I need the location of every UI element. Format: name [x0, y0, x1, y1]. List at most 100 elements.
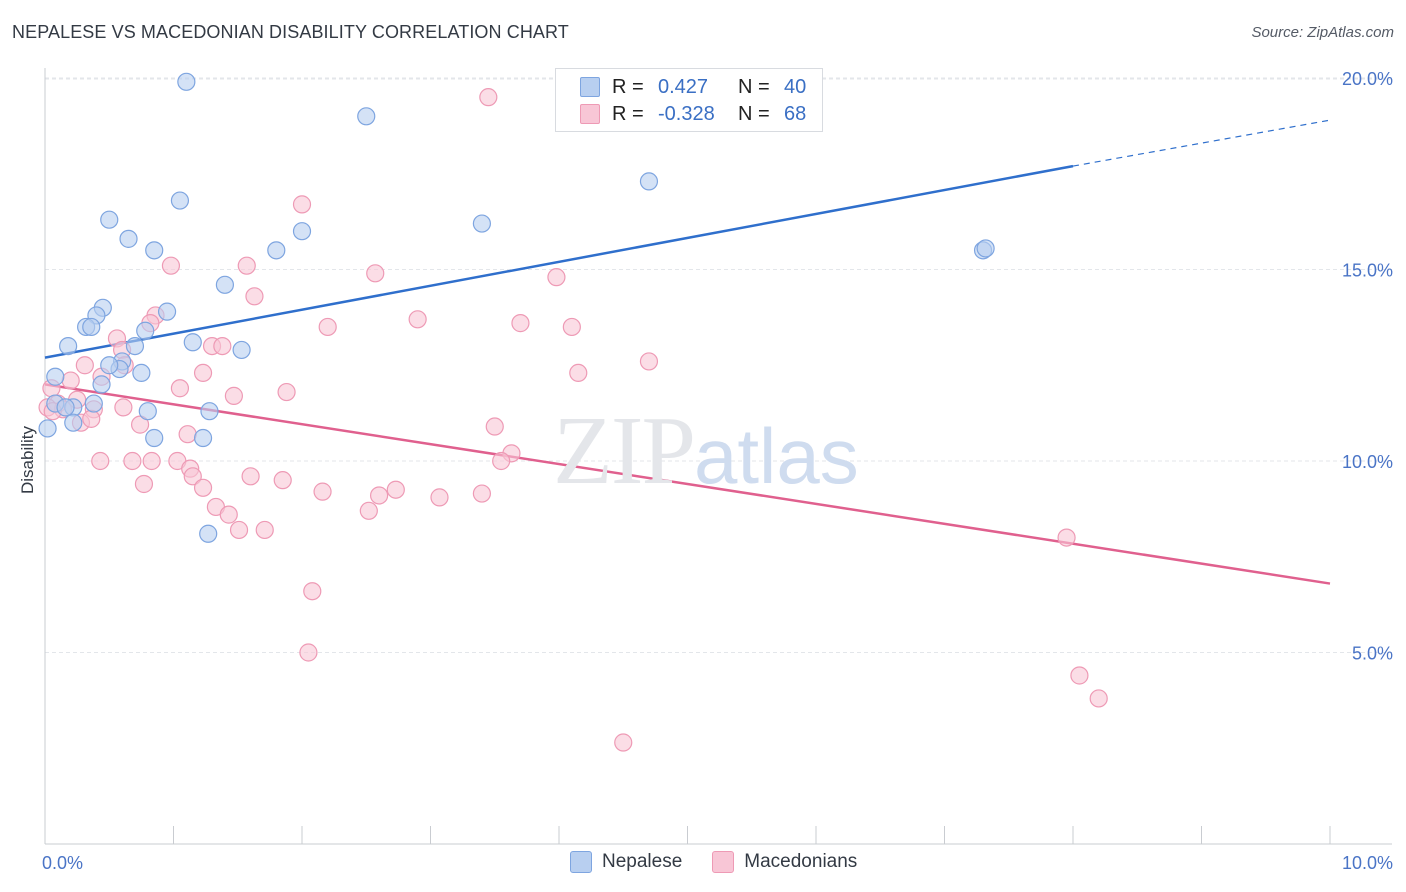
trend-lines [44, 119, 1331, 585]
legend-r-value: -0.328 [658, 102, 715, 125]
legend-swatch-nepalese [570, 851, 592, 873]
macedonian-trend-line [44, 383, 1331, 585]
nepalese-point [82, 317, 101, 337]
legend-n-label: N = [738, 102, 770, 125]
macedonian-point [547, 268, 566, 287]
legend-n-value: 68 [784, 102, 807, 125]
macedonian-point [318, 317, 337, 337]
macedonian-point [123, 451, 142, 471]
macedonian-point [569, 363, 588, 383]
legend-swatch-macedonians [580, 104, 600, 124]
x-tick-label: 10.0% [1342, 853, 1393, 873]
macedonian-point [562, 317, 581, 337]
nepalese-point [199, 524, 218, 543]
legend-n-value: 40 [784, 75, 807, 98]
nepalese-point [976, 239, 995, 258]
legend-n-label: N = [738, 75, 770, 98]
macedonian-point [299, 643, 318, 662]
y-tick-label: 15.0% [1342, 261, 1393, 281]
macedonian-point [142, 451, 161, 471]
legend-label-macedonians: Macedonians [744, 851, 858, 872]
nepalese-point [292, 222, 312, 241]
data-points [38, 72, 1108, 752]
macedonian-point [386, 480, 405, 499]
nepalese-point [357, 107, 376, 126]
nepalese-point [170, 191, 190, 210]
macedonian-point [245, 287, 264, 306]
macedonian-point [366, 264, 385, 283]
nepalese-point [183, 333, 202, 352]
nepalese-point [125, 337, 145, 356]
tick-labels: 5.0% 10.0% 15.0% 20.0% 0.0% 10.0% [42, 69, 1393, 873]
macedonian-point [61, 371, 80, 390]
nepalese-point [100, 356, 119, 375]
nepalese-point [56, 398, 75, 417]
macedonian-point [292, 195, 312, 214]
macedonian-point [492, 451, 511, 471]
legend-swatch-nepalese [580, 77, 600, 97]
legend-swatch-macedonians [712, 851, 735, 873]
nepalese-point [92, 375, 111, 394]
nepalese-point [132, 363, 151, 383]
macedonian-point [255, 520, 274, 540]
nepalese-point [157, 302, 177, 321]
watermark-atlas: atlas [694, 412, 859, 500]
macedonian-point [277, 382, 296, 402]
legend-row-macedonians: R = -0.328 N = 68 [580, 101, 806, 127]
nepalese-point [145, 241, 164, 260]
nepalese-point [639, 172, 659, 191]
macedonian-point [178, 425, 197, 444]
nepalese-trend-extension [1072, 119, 1331, 167]
macedonian-point [485, 417, 504, 436]
y-tick-label: 10.0% [1342, 452, 1393, 472]
legend-item-macedonians[interactable]: Macedonians [712, 851, 857, 873]
macedonian-point [91, 451, 110, 471]
watermark-zip: ZIP [553, 397, 696, 505]
macedonian-point [408, 310, 427, 329]
nepalese-point [193, 428, 213, 448]
macedonian-point [183, 467, 202, 486]
macedonian-point [430, 488, 449, 507]
macedonian-point [114, 398, 133, 417]
legend-label-nepalese: Nepalese [602, 851, 683, 872]
legend-r-value: 0.427 [658, 75, 709, 98]
legend-item-nepalese[interactable]: Nepalese [570, 851, 682, 873]
macedonian-point [193, 478, 213, 497]
macedonian-point [237, 256, 256, 275]
macedonian-point [1089, 689, 1108, 708]
y-tick-label: 20.0% [1342, 69, 1393, 89]
macedonian-point [170, 379, 190, 398]
macedonian-point [303, 582, 322, 601]
nepalese-trend-line [44, 164, 1074, 359]
watermark: ZIPatlas [553, 395, 859, 507]
legend-r-label: R = [612, 75, 644, 98]
macedonian-point [130, 415, 150, 434]
nepalese-point [38, 419, 57, 438]
macedonian-point [82, 409, 101, 428]
nepalese-point [200, 402, 219, 421]
nepalese-point [145, 428, 164, 448]
nepalese-point [100, 210, 119, 229]
nepalese-point [215, 275, 234, 294]
nepalese-point [136, 321, 155, 340]
macedonian-point [219, 505, 238, 524]
nepalese-point [472, 214, 491, 233]
nepalese-point [59, 337, 78, 356]
macedonian-point [273, 471, 292, 490]
legend-r-label: R = [612, 102, 644, 125]
macedonian-point [359, 501, 378, 520]
chart-title: NEPALESE VS MACEDONIAN DISABILITY CORREL… [12, 22, 569, 42]
stats-legend: R = 0.427 N = 40 R = -0.328 N = 68 [555, 68, 823, 132]
source-credit: Source: ZipAtlas.com [1251, 24, 1394, 41]
axes [44, 68, 1392, 845]
macedonian-point [213, 337, 232, 356]
nepalese-point [64, 413, 83, 432]
nepalese-point [119, 229, 138, 248]
nepalese-point [232, 340, 251, 360]
macedonian-point [1057, 528, 1076, 547]
legend-row-nepalese: R = 0.427 N = 40 [580, 74, 806, 100]
x-tick-label: 0.0% [42, 853, 83, 873]
macedonian-point [241, 467, 260, 486]
macedonian-point [161, 256, 181, 275]
